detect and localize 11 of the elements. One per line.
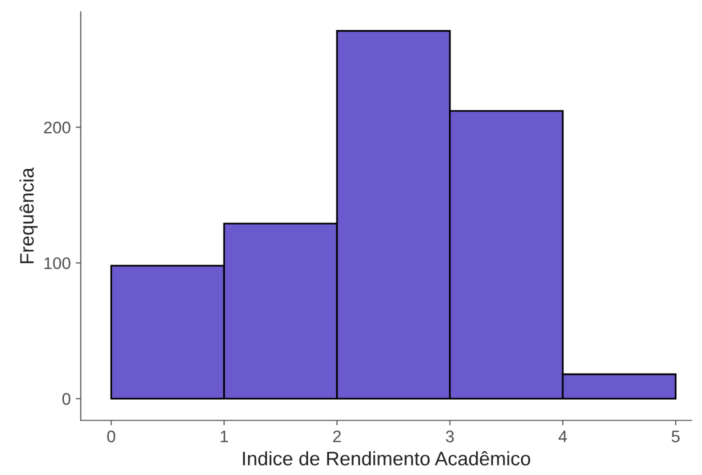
x-tick-label: 1: [220, 430, 228, 442]
x-axis-title: Indice de Rendimento Acadêmico: [243, 451, 530, 466]
y-tick-label: 200: [44, 122, 70, 134]
y-tick-label: 0: [62, 393, 70, 405]
x-tick-label: 5: [672, 430, 680, 442]
y-tick-label: 100: [44, 257, 70, 270]
x-tick-label: 3: [446, 430, 454, 442]
x-tick-label: 2: [333, 430, 341, 442]
x-tick-label: 0: [107, 430, 116, 442]
x-tick-label: 4: [558, 430, 567, 442]
y-axis-title: Frequência: [19, 167, 38, 264]
